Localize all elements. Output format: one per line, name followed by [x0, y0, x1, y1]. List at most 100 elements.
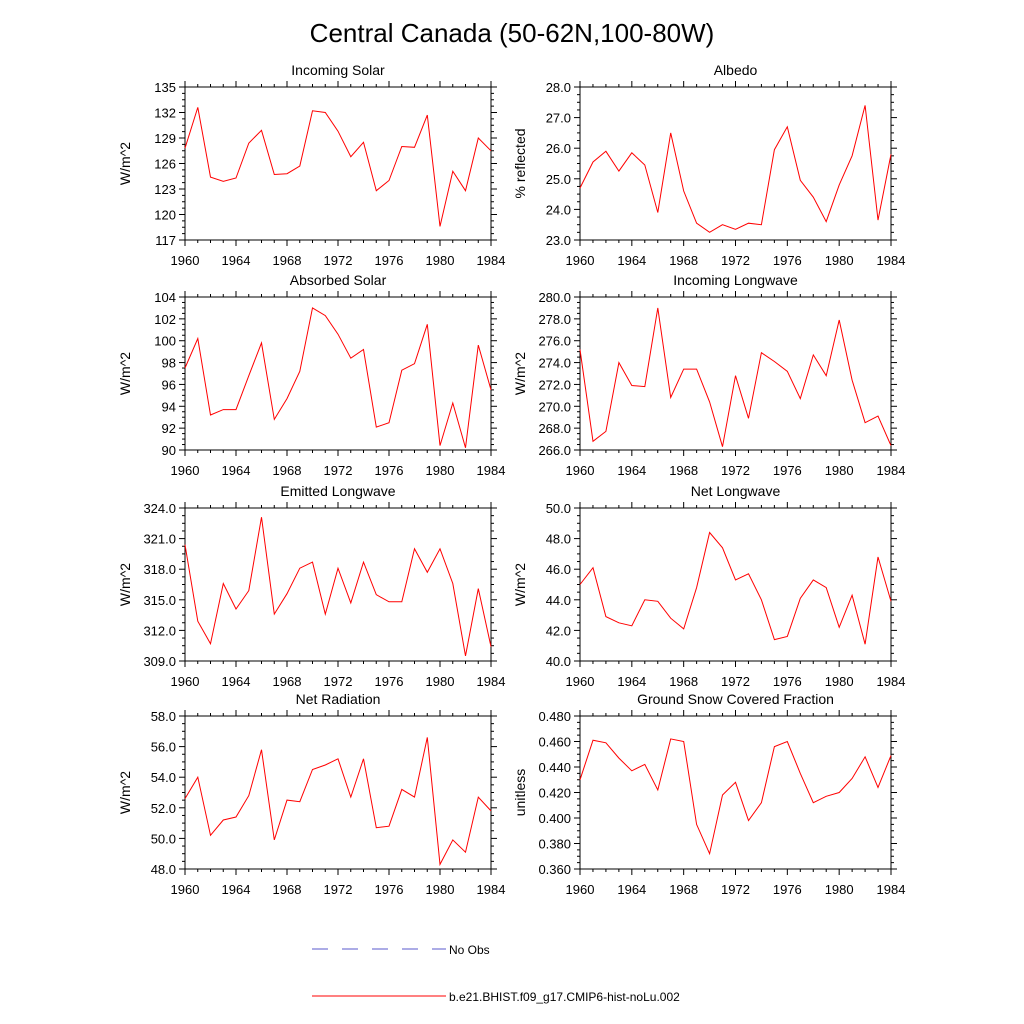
y-tick-label: 266.0 [538, 443, 571, 458]
x-tick-label: 1964 [617, 674, 646, 689]
panel-net-longwave: Net Longwave 40.0 42.0 44.0 46.0 48.0 50.0 1960… [512, 483, 905, 689]
x-tick-label: 1968 [669, 253, 698, 268]
x-tick-label: 1980 [825, 674, 854, 689]
y-tick-label: 0.460 [538, 735, 571, 750]
y-axis-label: W/m^2 [117, 352, 133, 395]
x-tick-label: 1968 [273, 882, 302, 897]
x-tick-label: 1976 [773, 253, 802, 268]
y-tick-label: 90 [162, 443, 176, 458]
x-tick-label: 1980 [825, 463, 854, 478]
x-tick-label: 1972 [324, 674, 353, 689]
y-tick-label: 270.0 [538, 399, 571, 414]
plot-frame [184, 507, 492, 662]
y-tick-label: 135 [154, 80, 176, 95]
y-tick-label: 315.0 [143, 593, 176, 608]
x-tick-label: 1964 [617, 253, 646, 268]
y-tick-label: 318.0 [143, 562, 176, 577]
y-tick-label: 132 [154, 106, 176, 121]
panel-title-emitted-longwave: Emitted Longwave [280, 483, 395, 499]
series-line-incoming-solar [184, 107, 492, 227]
panel-albedo: Albedo 23.0 24.0 25.0 26.0 27.0 28.0 1960 1964 19… [512, 62, 905, 268]
x-tick-label: 1972 [721, 882, 750, 897]
x-tick-label: 1964 [617, 463, 646, 478]
x-tick-label: 1972 [721, 463, 750, 478]
x-tick-label: 1972 [721, 253, 750, 268]
y-tick-label: 58.0 [151, 709, 176, 724]
y-axis-label: W/m^2 [117, 142, 133, 185]
legend-entry-no-obs: No Obs [312, 943, 490, 957]
x-tick-label: 1984 [877, 674, 906, 689]
x-tick-label: 1960 [566, 674, 595, 689]
panel-incoming-solar: Incoming Solar 117 120 123 126 129 132 135 1960 1… [117, 62, 505, 268]
y-tick-label: 312.0 [143, 623, 176, 638]
x-tick-label: 1968 [273, 674, 302, 689]
plot-frame [579, 296, 892, 451]
x-tick-label: 1960 [566, 463, 595, 478]
panel-title-ground-snow-covered-fraction: Ground Snow Covered Fraction [637, 691, 834, 707]
y-axis-label: W/m^2 [117, 771, 133, 814]
x-tick-label: 1960 [566, 253, 595, 268]
panels: Incoming Solar 117 120 123 126 129 132 135 1960 1… [117, 62, 905, 897]
x-tick-label: 1964 [222, 674, 251, 689]
y-tick-label: 23.0 [546, 233, 571, 248]
y-tick-label: 50.0 [151, 831, 176, 846]
panel-absorbed-solar: Absorbed Solar 90 92 94 96 98 100 102 104 1960 196… [117, 272, 505, 478]
y-tick-label: 92 [162, 421, 176, 436]
y-axis-label: unitless [512, 769, 528, 816]
panel-title-net-longwave: Net Longwave [691, 483, 781, 499]
y-tick-label: 0.360 [538, 862, 571, 877]
x-tick-label: 1968 [669, 882, 698, 897]
plot-frame [184, 86, 492, 241]
y-axis-label: W/m^2 [512, 563, 528, 606]
x-tick-label: 1964 [222, 463, 251, 478]
y-tick-label: 0.400 [538, 811, 571, 826]
plot-frame [579, 86, 892, 241]
y-tick-label: 123 [154, 182, 176, 197]
y-tick-label: 104 [154, 290, 176, 305]
x-tick-label: 1984 [477, 253, 506, 268]
y-tick-label: 278.0 [538, 312, 571, 327]
legend: No Obs b.e21.BHIST.f09_g17.CMIP6-hist-no… [312, 943, 680, 1004]
x-tick-label: 1972 [324, 882, 353, 897]
x-tick-label: 1976 [773, 674, 802, 689]
y-tick-label: 44.0 [546, 593, 571, 608]
x-tick-label: 1960 [171, 463, 200, 478]
series-line-incoming-longwave [579, 307, 892, 447]
y-tick-label: 24.0 [546, 202, 571, 217]
x-tick-label: 1980 [825, 882, 854, 897]
y-tick-label: 0.440 [538, 760, 571, 775]
y-tick-label: 309.0 [143, 654, 176, 669]
x-tick-label: 1980 [426, 882, 455, 897]
y-axis-label: W/m^2 [117, 563, 133, 606]
series-line-ground-snow-covered-fraction [579, 738, 892, 856]
plot-frame [579, 715, 892, 870]
x-tick-label: 1964 [222, 882, 251, 897]
y-tick-label: 40.0 [546, 654, 571, 669]
x-tick-label: 1968 [669, 463, 698, 478]
x-tick-label: 1984 [877, 463, 906, 478]
y-tick-label: 280.0 [538, 290, 571, 305]
x-tick-label: 1968 [669, 674, 698, 689]
y-tick-label: 52.0 [151, 801, 176, 816]
x-tick-label: 1972 [324, 463, 353, 478]
y-tick-label: 25.0 [546, 172, 571, 187]
y-tick-label: 50.0 [546, 501, 571, 516]
x-tick-label: 1972 [324, 253, 353, 268]
y-tick-label: 274.0 [538, 356, 571, 371]
x-tick-label: 1980 [426, 463, 455, 478]
x-tick-label: 1976 [375, 253, 404, 268]
y-tick-label: 276.0 [538, 334, 571, 349]
x-tick-label: 1980 [426, 253, 455, 268]
legend-label-model: b.e21.BHIST.f09_g17.CMIP6-hist-noLu.002 [449, 990, 680, 1004]
y-axis-label: W/m^2 [512, 352, 528, 395]
y-tick-label: 126 [154, 157, 176, 172]
x-tick-label: 1984 [877, 253, 906, 268]
x-tick-label: 1976 [375, 882, 404, 897]
x-tick-label: 1976 [773, 463, 802, 478]
x-tick-label: 1960 [171, 674, 200, 689]
y-tick-label: 0.380 [538, 837, 571, 852]
panel-incoming-longwave: Incoming Longwave 266.0 268.0 270.0 272.0 274… [512, 272, 905, 478]
x-tick-label: 1984 [477, 674, 506, 689]
x-tick-label: 1984 [477, 463, 506, 478]
